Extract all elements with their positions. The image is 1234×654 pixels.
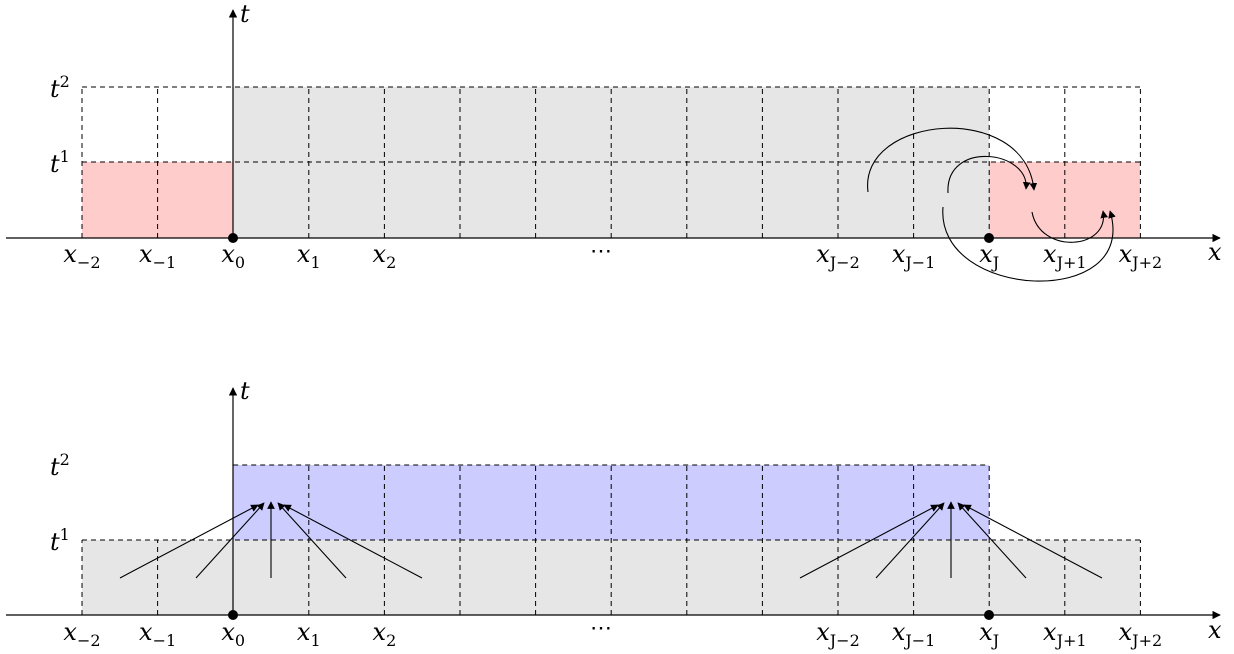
bottom-time-labels: t1 t2: [50, 450, 70, 556]
x-node-label: xJ+2: [1119, 618, 1163, 650]
stencil-arrow: [963, 504, 1103, 579]
stencil-arrow: [195, 502, 265, 579]
top-t-axis-label: t: [240, 0, 250, 28]
x-node-label: xJ−2: [816, 240, 860, 272]
bottom-stencil-arrows-left: [119, 501, 423, 579]
stencil-arrow: [283, 504, 423, 579]
x-node-label: x1: [297, 240, 321, 272]
x-node-label: x−1: [139, 240, 176, 272]
bottom-x-axis-label: x: [1208, 616, 1222, 644]
arc-inner-lower: [1031, 210, 1109, 243]
time-level-label: t2: [50, 450, 70, 481]
stencil-arrow: [875, 502, 945, 579]
x-node-label: xJ: [979, 618, 999, 650]
bottom-boundary-point-x0: [228, 610, 238, 620]
bottom-stencil-arrows-right: [799, 501, 1103, 579]
top-boundary-point-xJ: [984, 233, 994, 243]
bottom-boundary-point-xJ: [984, 610, 994, 620]
x-node-label: x1: [297, 618, 321, 650]
x-node-label: x−2: [63, 618, 100, 650]
time-level-label: t1: [50, 147, 70, 178]
x-node-label: xJ+2: [1119, 240, 1163, 272]
bottom-t-axis-label: t: [240, 377, 250, 405]
top-reflection-arrows: [867, 127, 1116, 282]
time-level-label: t2: [50, 72, 70, 103]
x-node-label: x0: [221, 240, 245, 272]
x-node-label: xJ−1: [892, 240, 936, 272]
x-node-label: x−1: [139, 618, 176, 650]
stencil-arrow: [957, 502, 1027, 579]
top-boundary-point-x0: [228, 233, 238, 243]
arc-outer-lower: [942, 206, 1116, 282]
top-time-labels: t1 t2: [50, 72, 70, 178]
x-node-label: xJ+1: [1043, 618, 1087, 650]
bottom-grid: [81, 464, 1141, 615]
x-node-label: x−2: [63, 240, 100, 272]
top-x-labels: x−2 x−1 x0 x1 x2 xJ−2 xJ−1 xJ xJ+1 xJ+2: [63, 240, 1162, 272]
top-ellipsis: ⋯: [590, 239, 612, 264]
stencil-arrow: [799, 504, 939, 579]
stencil-arrow: [277, 502, 347, 579]
stencil-arrow: [119, 504, 259, 579]
time-level-label: t1: [50, 525, 70, 556]
bottom-x-labels: x−2 x−1 x0 x1 x2 xJ−2 xJ−1 xJ xJ+1 xJ+2: [63, 618, 1162, 650]
x-node-label: x2: [373, 618, 397, 650]
x-node-label: xJ−2: [816, 618, 860, 650]
bottom-ellipsis: ⋯: [590, 616, 612, 641]
x-node-label: x2: [373, 240, 397, 272]
top-x-axis-label: x: [1208, 238, 1222, 266]
x-node-label: xJ+1: [1043, 240, 1087, 272]
x-node-label: xJ: [979, 240, 999, 272]
arc-inner-upper: [947, 155, 1031, 194]
x-node-label: x0: [221, 618, 245, 650]
arc-outer-upper: [867, 127, 1038, 193]
x-node-label: xJ−1: [892, 618, 936, 650]
